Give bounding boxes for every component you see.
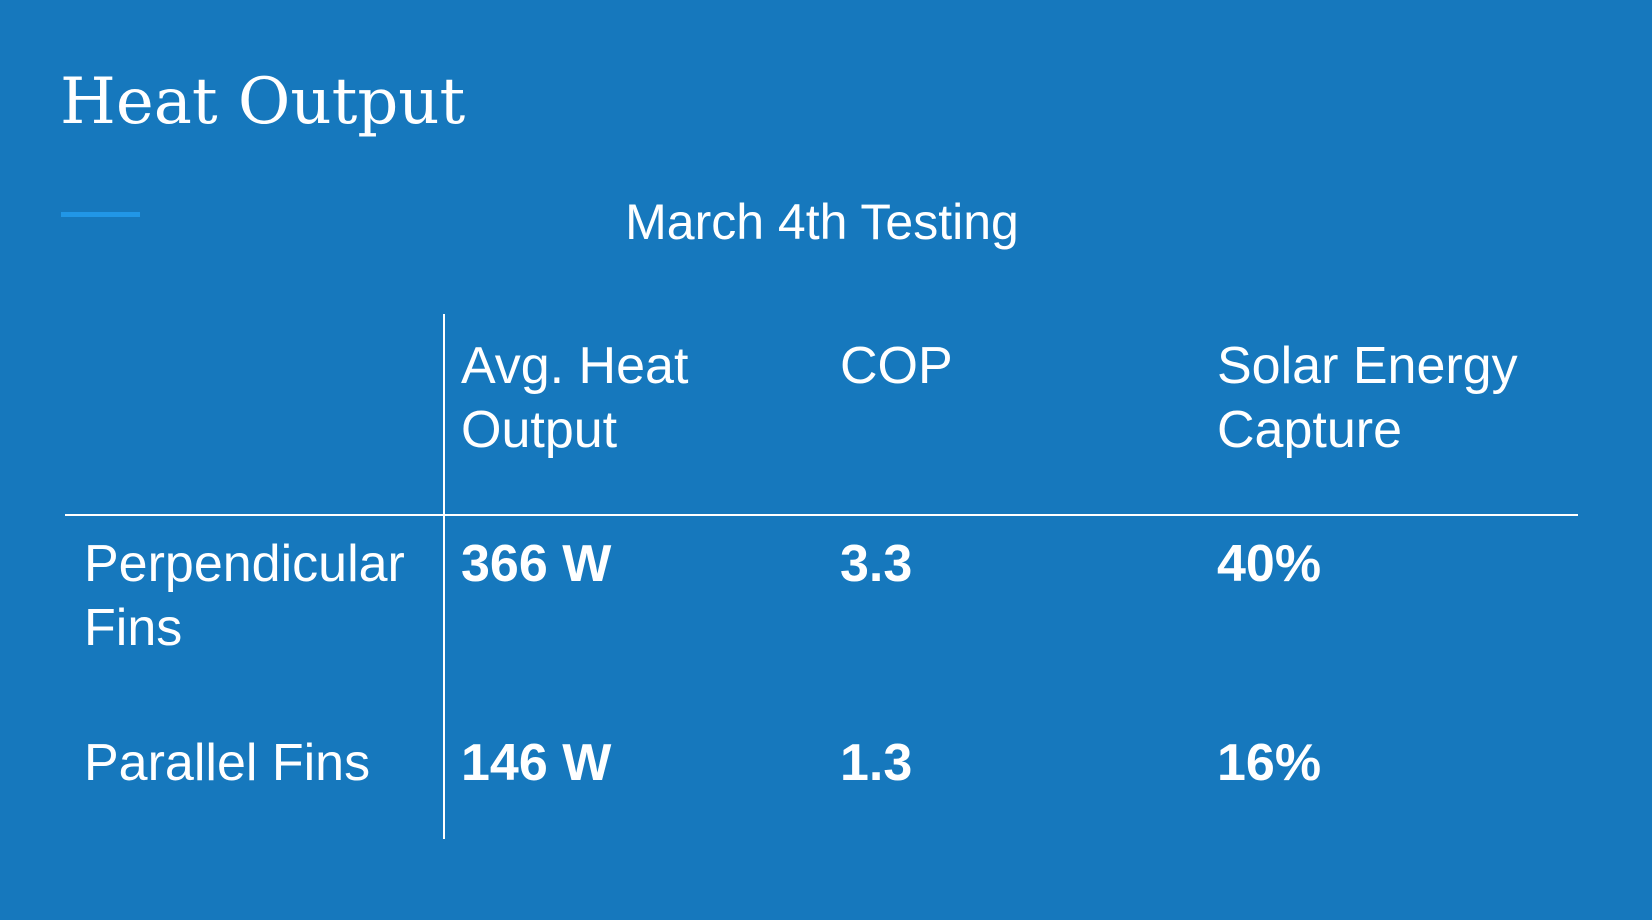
slide-title: Heat Output	[60, 65, 466, 139]
table-cell: 146 W	[461, 734, 612, 792]
table-divider-horizontal	[65, 514, 1578, 516]
row-header: Parallel Fins	[84, 734, 371, 792]
table-cell: 3.3	[840, 535, 913, 593]
column-header: Avg. Heat Output	[461, 337, 689, 459]
column-header: Solar Energy Capture	[1217, 337, 1518, 459]
accent-bar	[61, 212, 140, 217]
column-header: COP	[840, 337, 953, 395]
table-cell: 40%	[1217, 535, 1322, 593]
row-header: Perpendicular Fins	[84, 535, 405, 657]
table-cell: 1.3	[840, 734, 913, 792]
table-divider-vertical	[443, 314, 445, 839]
subtitle: March 4th Testing	[625, 194, 1019, 250]
table-cell: 366 W	[461, 535, 612, 593]
table-cell: 16%	[1217, 734, 1322, 792]
